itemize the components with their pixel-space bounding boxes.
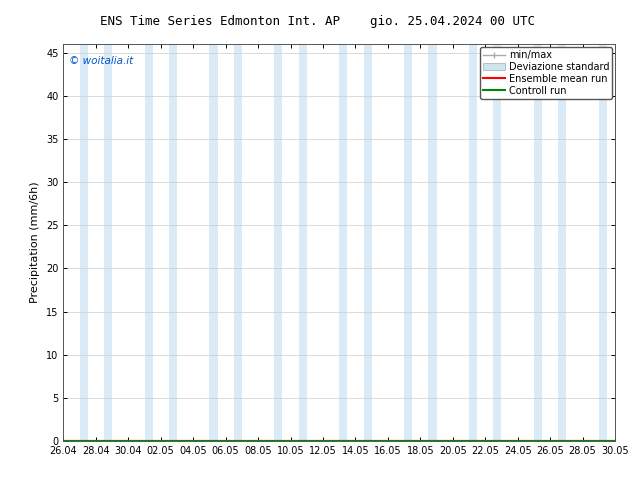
Bar: [598, 44, 607, 441]
Y-axis label: Precipitation (mm/6h): Precipitation (mm/6h): [30, 182, 41, 303]
Bar: [363, 44, 372, 441]
Text: © woitalia.it: © woitalia.it: [69, 56, 133, 66]
Bar: [275, 44, 282, 441]
Bar: [145, 44, 153, 441]
Bar: [469, 44, 477, 441]
Bar: [493, 44, 501, 441]
Bar: [234, 44, 242, 441]
Bar: [339, 44, 347, 441]
Bar: [404, 44, 412, 441]
Bar: [429, 44, 437, 441]
Bar: [209, 44, 217, 441]
Bar: [104, 44, 112, 441]
Bar: [80, 44, 87, 441]
Bar: [169, 44, 177, 441]
Bar: [299, 44, 307, 441]
Text: ENS Time Series Edmonton Int. AP    gio. 25.04.2024 00 UTC: ENS Time Series Edmonton Int. AP gio. 25…: [100, 15, 534, 28]
Bar: [534, 44, 542, 441]
Bar: [558, 44, 566, 441]
Legend: min/max, Deviazione standard, Ensemble mean run, Controll run: min/max, Deviazione standard, Ensemble m…: [481, 47, 612, 98]
